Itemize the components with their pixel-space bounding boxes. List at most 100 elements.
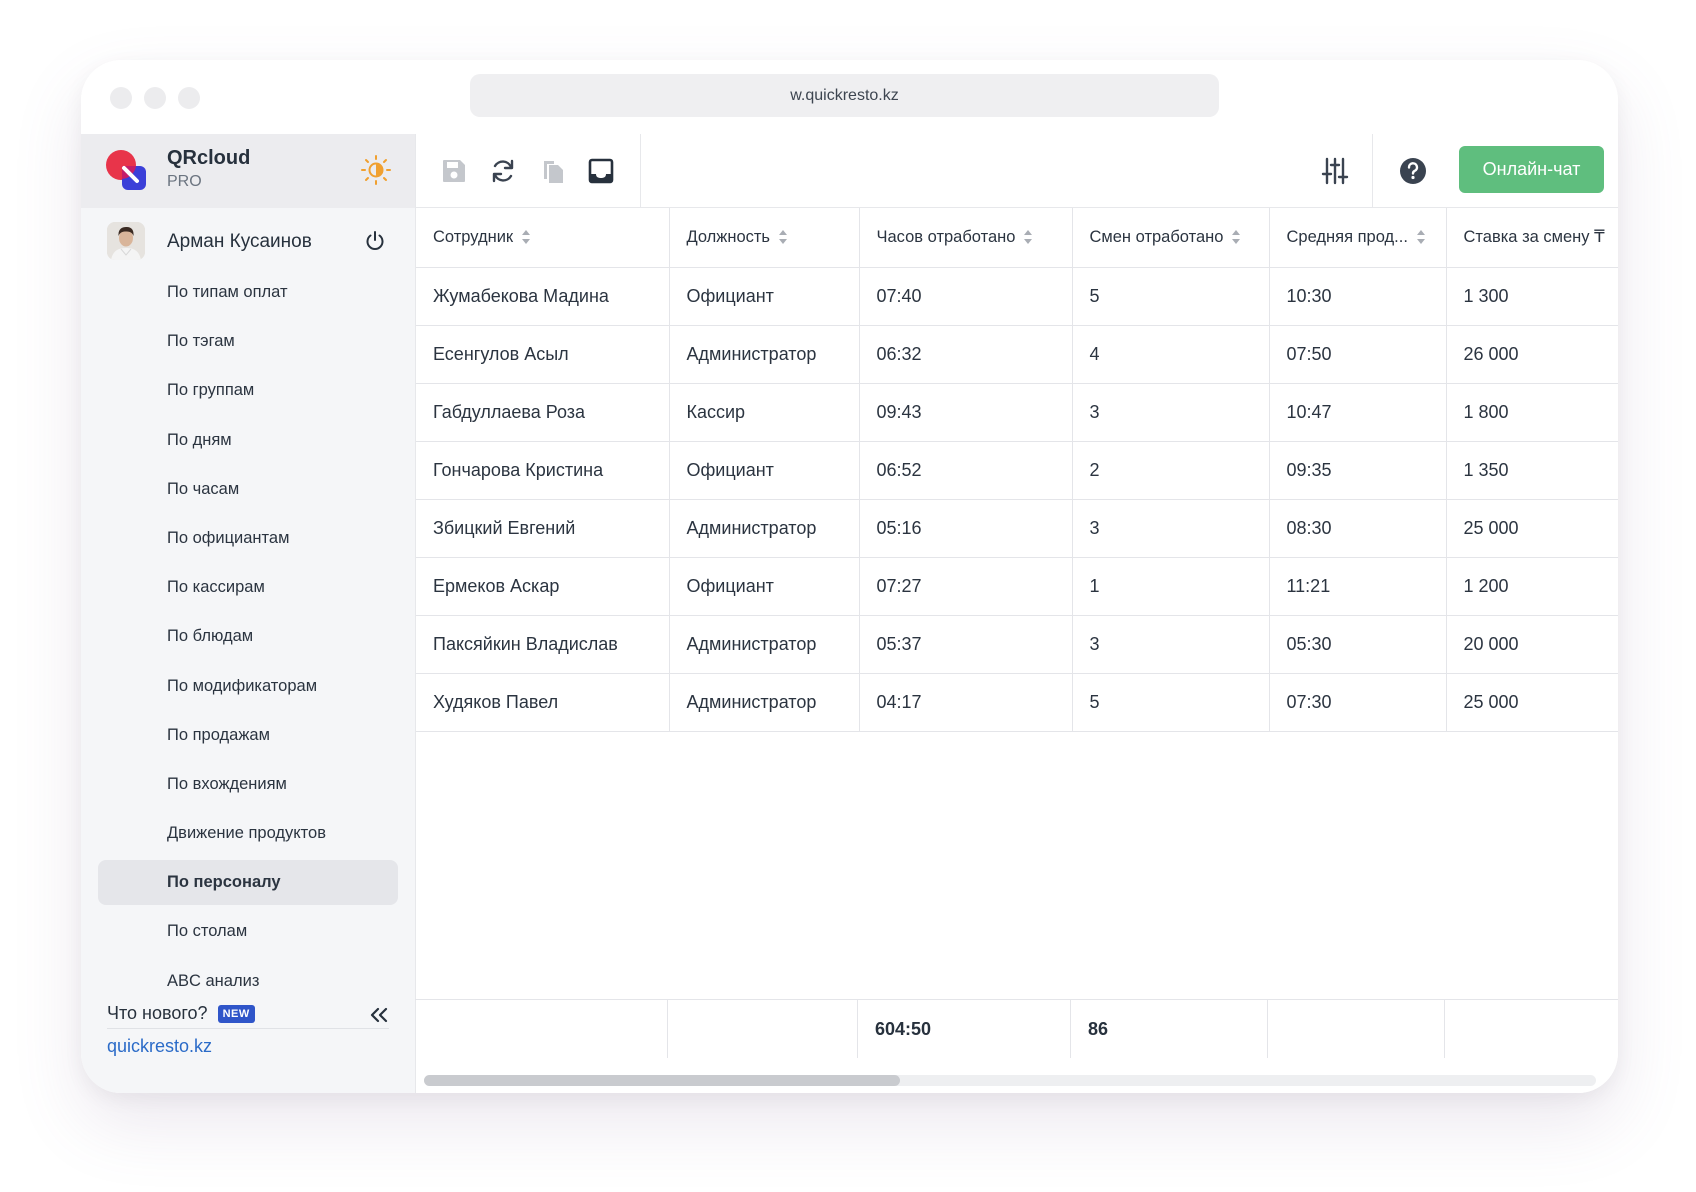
cell-avg-duration: 11:21	[1269, 557, 1447, 616]
cell-position: Официант	[669, 441, 860, 500]
cell-position: Администратор	[669, 499, 860, 558]
menu-item-product-movement[interactable]: Движение продуктов	[98, 811, 398, 856]
sort-icon[interactable]	[521, 229, 531, 245]
toolbar-divider	[1372, 134, 1373, 208]
cell-shift-rate: 25 000	[1446, 673, 1618, 732]
cell-hours: 06:32	[859, 325, 1073, 384]
menu-item-days[interactable]: По дням	[98, 418, 398, 463]
sort-icon[interactable]	[1023, 229, 1033, 245]
menu-item-sales[interactable]: По продажам	[98, 713, 398, 758]
reports-menu: По типам оплат По тэгам По группам По дн…	[98, 270, 398, 1008]
save-icon[interactable]	[439, 156, 469, 186]
horizontal-scrollbar[interactable]	[424, 1075, 1596, 1086]
cell-avg-duration: 10:47	[1269, 383, 1447, 442]
cell-employee: Худяков Павел	[416, 673, 670, 732]
menu-item-label: По продажам	[167, 725, 270, 744]
refresh-icon[interactable]	[488, 156, 518, 186]
copy-icon[interactable]	[538, 156, 568, 186]
user-name: Арман Кусаинов	[167, 231, 312, 252]
cell-avg-duration: 05:30	[1269, 615, 1447, 674]
brand-header: QRcloud PRO	[81, 134, 415, 208]
logout-power-icon[interactable]	[364, 230, 386, 252]
menu-item-label: По столам	[167, 922, 248, 941]
menu-item-label: По кассирам	[167, 578, 265, 597]
cell-shift-rate: 25 000	[1446, 499, 1618, 558]
cell-position: Администратор	[669, 615, 860, 674]
user-profile[interactable]: Арман Кусаинов	[81, 217, 415, 265]
toolbar-divider	[640, 134, 641, 208]
column-header-label: Смен отработано	[1089, 227, 1224, 246]
scrollbar-thumb[interactable]	[424, 1075, 900, 1086]
table-row[interactable]: Паксяйкин Владислав Администратор 05:37 …	[416, 615, 1618, 674]
menu-item-tables[interactable]: По столам	[98, 909, 398, 954]
cell-employee: Паксяйкин Владислав	[416, 615, 670, 674]
table-row[interactable]: Габдуллаева Роза Кассир 09:43 3 10:47 1 …	[416, 383, 1618, 442]
cell-shift-rate: 1 800	[1446, 383, 1618, 442]
cell-employee: Збицкий Евгений	[416, 499, 670, 558]
table-row[interactable]: Есенгулов Асыл Администратор 06:32 4 07:…	[416, 325, 1618, 384]
cell-shifts: 5	[1072, 673, 1270, 732]
report-panel: Онлайн-чат Сотрудник Должность Часов отр…	[415, 134, 1618, 1093]
cell-shifts: 3	[1072, 383, 1270, 442]
menu-item-label: По официантам	[167, 528, 290, 547]
cell-shifts: 1	[1072, 557, 1270, 616]
menu-item-hours[interactable]: По часам	[98, 467, 398, 512]
menu-item-label: По блюдам	[167, 627, 254, 646]
cell-shift-rate: 1 300	[1446, 267, 1618, 326]
menu-item-dishes[interactable]: По блюдам	[98, 614, 398, 659]
menu-item-tags[interactable]: По тэгам	[98, 319, 398, 364]
column-header-avg-duration[interactable]: Средняя прод...	[1269, 208, 1447, 268]
table-row[interactable]: Жумабекова Мадина Официант 07:40 5 10:30…	[416, 267, 1618, 326]
menu-item-occurrences[interactable]: По вхождениям	[98, 762, 398, 807]
help-icon[interactable]	[1398, 156, 1428, 186]
table-row[interactable]: Збицкий Евгений Администратор 05:16 3 08…	[416, 499, 1618, 558]
total-shifts: 86	[1071, 1000, 1268, 1058]
cell-position: Официант	[669, 557, 860, 616]
browser-titlebar: w.quickresto.kz	[81, 60, 1618, 134]
theme-toggle-sun-icon[interactable]	[360, 154, 392, 186]
sort-icon[interactable]	[1231, 229, 1241, 245]
cell-position: Официант	[669, 267, 860, 326]
window-maximize-dot[interactable]	[178, 87, 200, 109]
column-header-employee[interactable]: Сотрудник	[416, 208, 670, 268]
table-header-row: Сотрудник Должность Часов отработано Сме…	[416, 208, 1618, 268]
column-header-shifts[interactable]: Смен отработано	[1072, 208, 1270, 268]
menu-item-modifiers[interactable]: По модификаторам	[98, 664, 398, 709]
column-header-position[interactable]: Должность	[669, 208, 860, 268]
column-header-hours[interactable]: Часов отработано	[859, 208, 1073, 268]
address-bar[interactable]: w.quickresto.kz	[470, 74, 1219, 117]
menu-item-abc-analysis[interactable]: ABC анализ	[98, 959, 398, 1004]
menu-item-payment-types[interactable]: По типам оплат	[98, 270, 398, 315]
inbox-icon[interactable]	[586, 156, 616, 186]
cell-avg-duration: 07:50	[1269, 325, 1447, 384]
totals-cell-empty	[415, 1000, 668, 1058]
menu-item-cashiers[interactable]: По кассирам	[98, 565, 398, 610]
cell-avg-duration: 09:35	[1269, 441, 1447, 500]
window-close-dot[interactable]	[110, 87, 132, 109]
window-minimize-dot[interactable]	[144, 87, 166, 109]
table-row[interactable]: Худяков Павел Администратор 04:17 5 07:3…	[416, 673, 1618, 732]
cell-position: Кассир	[669, 383, 860, 442]
cell-shifts: 3	[1072, 499, 1270, 558]
table-row[interactable]: Ермеков Аскар Официант 07:27 1 11:21 1 2…	[416, 557, 1618, 616]
cell-hours: 05:37	[859, 615, 1073, 674]
cell-shifts: 3	[1072, 615, 1270, 674]
cell-employee: Жумабекова Мадина	[416, 267, 670, 326]
menu-item-waiters[interactable]: По официантам	[98, 516, 398, 561]
table-row[interactable]: Гончарова Кристина Официант 06:52 2 09:3…	[416, 441, 1618, 500]
address-bar-url: w.quickresto.kz	[790, 86, 899, 104]
sidebar: QRcloud PRO	[81, 134, 415, 1093]
sort-icon[interactable]	[778, 229, 788, 245]
cell-avg-duration: 07:30	[1269, 673, 1447, 732]
menu-item-groups[interactable]: По группам	[98, 368, 398, 413]
menu-item-label: Движение продуктов	[167, 824, 326, 843]
sort-icon[interactable]	[1416, 229, 1426, 245]
cell-position: Администратор	[669, 673, 860, 732]
menu-item-staff[interactable]: По персоналу	[98, 860, 398, 906]
filter-sliders-icon[interactable]	[1320, 156, 1350, 186]
column-header-label: Сотрудник	[433, 227, 514, 246]
online-chat-button[interactable]: Онлайн-чат	[1459, 146, 1604, 193]
totals-cell-empty	[1268, 1000, 1445, 1058]
column-header-shift-rate[interactable]: Ставка за смену ₸	[1446, 208, 1618, 268]
toolbar: Онлайн-чат	[416, 134, 1618, 208]
